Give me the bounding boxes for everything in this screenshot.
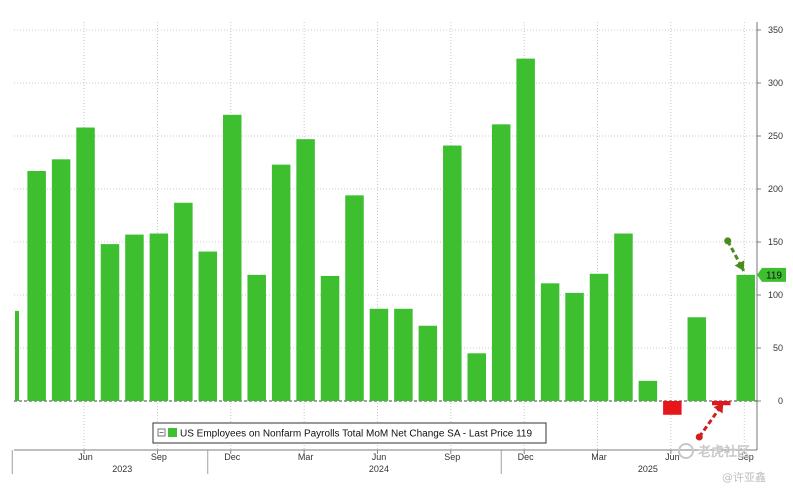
bars [15, 58, 755, 415]
legend-box: US Employees on Nonfarm Payrolls Total M… [152, 422, 547, 444]
y-axis: 0 50 100 150 200 250 300 350 [756, 22, 783, 450]
legend-toggle-icon[interactable] [157, 428, 166, 437]
x-tick-label: Sep [738, 452, 754, 462]
bar [418, 325, 438, 401]
watermark: 老虎社区 @许亚鑫 [678, 443, 766, 484]
bar [125, 234, 144, 401]
arrow-head [734, 260, 745, 271]
bar [271, 164, 291, 401]
year-label: 2023 [112, 464, 132, 474]
bar [614, 233, 633, 401]
x-tick-label: Sep [151, 452, 167, 462]
y-tick-label: 50 [773, 343, 783, 353]
bar [15, 310, 19, 401]
bar [320, 275, 340, 401]
watermark-secondary: @许亚鑫 [722, 470, 766, 484]
bar [663, 401, 682, 415]
arrow-tail-dot [724, 237, 732, 245]
y-tick-label: 300 [768, 78, 783, 88]
bar [296, 139, 315, 401]
bar [198, 251, 218, 401]
x-tick-label: Dec [518, 452, 535, 462]
legend-swatch [168, 428, 177, 437]
x-tick-label: Dec [224, 452, 241, 462]
bar [467, 353, 486, 401]
bar [369, 308, 389, 401]
bar [345, 195, 364, 401]
bar [687, 317, 707, 401]
last-price-tag: 119 [757, 267, 786, 282]
x-tick-label: Jun [78, 452, 93, 462]
bar [51, 159, 71, 401]
legend-label: US Employees on Nonfarm Payrolls Total M… [180, 429, 532, 440]
y-tick-label: 250 [768, 131, 783, 141]
bar [223, 114, 242, 402]
year-label: 2025 [638, 464, 658, 474]
year-label: 2024 [369, 464, 389, 474]
last-price-tag-shape [757, 267, 786, 282]
y-tick-label: 150 [768, 237, 783, 247]
bar [589, 273, 609, 401]
x-tick-label: Sep [444, 452, 460, 462]
y-tick-label: 200 [768, 184, 783, 194]
bar [174, 202, 193, 401]
x-tick-label: Jun [665, 452, 680, 462]
bar [27, 170, 46, 401]
x-tick-label: Mar [298, 452, 314, 462]
bar [247, 274, 266, 401]
bar [491, 124, 511, 401]
y-tick-label: 100 [768, 290, 783, 300]
y-tick-label: 0 [778, 396, 783, 406]
legend-frame [152, 422, 547, 444]
bar [149, 233, 169, 401]
bar [76, 127, 95, 402]
bar [638, 380, 658, 401]
annotation-arrows [695, 237, 746, 441]
x-tick-label: Mar [591, 452, 607, 462]
arrow-tail-dot [695, 433, 703, 441]
x-tick-label: Jun [372, 452, 387, 462]
y-tick-label: 350 [768, 25, 783, 35]
bar [540, 283, 560, 401]
tiger-logo-icon [678, 443, 694, 459]
x-axis: Jun Sep Dec Mar Jun Sep Dec Mar Jun Sep 2023 2024 20… [11, 449, 757, 474]
bar [394, 308, 413, 401]
watermark-primary: 老虎社区 [697, 444, 750, 460]
bar [712, 401, 731, 406]
last-price-tag-label: 119 [766, 270, 782, 281]
bar [100, 244, 120, 401]
arrow-head [713, 403, 724, 414]
bar [736, 274, 755, 401]
bar [443, 145, 462, 401]
bar [516, 58, 535, 402]
bar [565, 292, 584, 401]
